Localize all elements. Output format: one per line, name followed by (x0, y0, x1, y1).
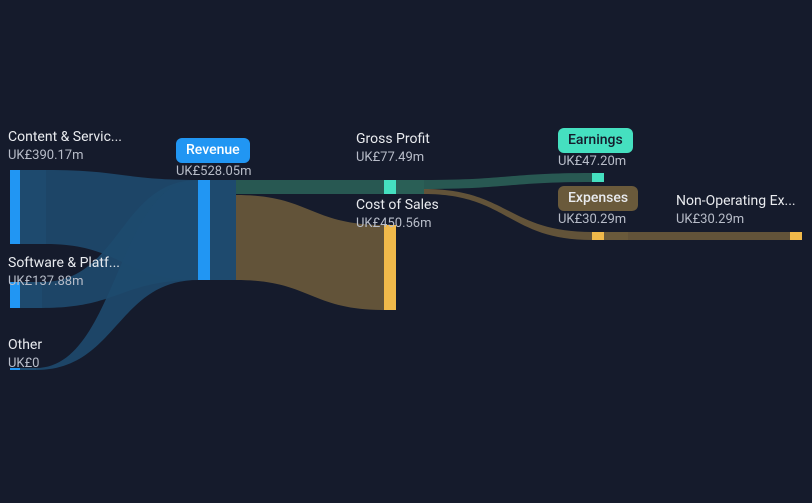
node-name: Non-Operating Ex... (676, 192, 796, 211)
node-value: UK£30.29m (558, 211, 638, 229)
node-label-other: OtherUK£0 (8, 336, 42, 372)
node-label-earnings: EarningsUK£47.20m (558, 128, 633, 170)
node-value: UK£390.17m (8, 147, 122, 165)
node-name: Other (8, 336, 42, 355)
node-value: UK£77.49m (356, 149, 430, 167)
sankey-node-accent (384, 180, 396, 194)
sankey-node-accent (10, 170, 20, 244)
sankey-node-accent (592, 173, 604, 182)
sankey-node-body (604, 232, 628, 240)
node-label-content-services: Content & Servic...UK£390.17m (8, 128, 122, 164)
node-label-software-platforms: Software & Platf...UK£137.88m (8, 254, 120, 290)
node-name: Content & Servic... (8, 128, 122, 147)
node-label-cost-of-sales: Cost of SalesUK£450.56m (356, 196, 439, 232)
node-name: Gross Profit (356, 130, 430, 149)
node-label-gross-profit: Gross ProfitUK£77.49m (356, 130, 430, 166)
node-value: UK£30.29m (676, 211, 796, 229)
node-name: Revenue (176, 138, 250, 163)
node-value: UK£137.88m (8, 273, 120, 291)
node-name: Expenses (558, 186, 638, 211)
sankey-node-body (210, 180, 236, 280)
node-label-expenses: ExpensesUK£30.29m (558, 186, 638, 228)
sankey-link (236, 180, 384, 194)
node-value: UK£528.05m (176, 163, 252, 181)
node-label-revenue: RevenueUK£528.05m (176, 138, 252, 180)
node-name: Software & Platf... (8, 254, 120, 273)
node-value: UK£47.20m (558, 153, 633, 171)
sankey-node-body (20, 170, 46, 244)
sankey-node-body (396, 180, 424, 194)
sankey-link (628, 232, 790, 240)
node-label-non-operating: Non-Operating Ex...UK£30.29m (676, 192, 796, 228)
node-name: Earnings (558, 128, 633, 153)
sankey-node-accent (592, 232, 604, 240)
sankey-node-accent (790, 232, 802, 240)
node-name: Cost of Sales (356, 196, 439, 215)
sankey-node-accent (198, 180, 210, 280)
sankey-node-accent (384, 225, 396, 310)
node-value: UK£0 (8, 355, 42, 373)
sankey-chart (0, 0, 812, 503)
node-value: UK£450.56m (356, 215, 439, 233)
